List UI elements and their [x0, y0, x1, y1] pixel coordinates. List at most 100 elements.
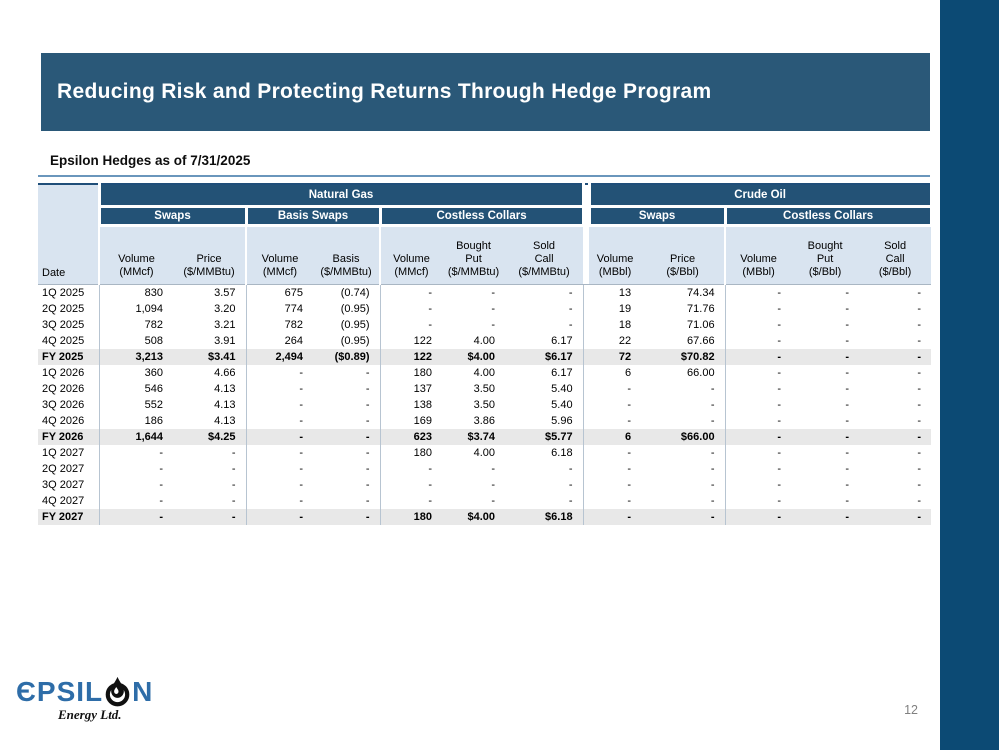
logo-wordmark-right: N: [132, 676, 154, 707]
column-header: Volume (MMcf): [245, 225, 313, 285]
cell: -: [917, 447, 922, 459]
cell: -: [917, 335, 922, 347]
group-header-natural-gas: Natural Gas: [97, 184, 585, 208]
group-gap: [582, 461, 590, 477]
logo-wordmark: ЄPSIL N: [16, 676, 166, 708]
table-row: FY 2027- - - -180 $4.00 $6.18- - - - -: [38, 509, 932, 525]
cell: -: [299, 383, 303, 395]
cell: 623: [380, 429, 442, 445]
subtitle-rule: [38, 175, 930, 177]
cell: 6: [624, 367, 632, 379]
slide-title-bar: Reducing Risk and Protecting Returns Thr…: [41, 53, 930, 131]
cell: $4.00: [442, 509, 505, 525]
group-gap: [582, 429, 590, 445]
cell: -: [641, 493, 726, 509]
cell: 1,094: [135, 303, 163, 315]
cell: -: [917, 383, 922, 395]
group-gap: [582, 381, 590, 397]
cell: $6.17: [505, 349, 584, 365]
oil-drop-icon: [104, 676, 131, 708]
column-header: Bought Put ($/Bbl): [791, 225, 860, 285]
cell: -: [725, 509, 792, 525]
cell: -: [627, 463, 632, 475]
cell: $3.41: [173, 349, 247, 365]
cell: 67.66: [641, 333, 726, 349]
group-gap: [582, 349, 590, 365]
table-row: 2Q 2026 546 4.13- -137 3.50 5.40- - - - -: [38, 381, 931, 397]
cell: -: [627, 495, 632, 507]
cell: -: [791, 349, 860, 365]
column-header: Volume (MMcf): [379, 225, 442, 285]
cell: -: [568, 479, 573, 491]
cell: 4.66: [173, 365, 247, 381]
cell: 74.34: [641, 284, 726, 301]
subgroup-header-row: Swaps Basis Swaps Costless Collars Swaps…: [38, 206, 933, 227]
table-row: 4Q 2026 186 4.13- -169 3.86 5.96- - - - -: [38, 413, 931, 429]
column-header: Price ($/MMBtu): [173, 225, 246, 285]
cell: 5.40: [551, 383, 573, 395]
cell: -: [491, 287, 495, 299]
cell: -: [627, 415, 632, 427]
group-gap: [582, 284, 590, 301]
cell: -: [173, 445, 247, 461]
cell: -: [641, 381, 726, 397]
cell: -: [491, 479, 495, 491]
cell: -: [845, 399, 850, 411]
group-gap: [582, 333, 590, 349]
cell: -: [173, 493, 247, 509]
cell: $4.25: [173, 429, 247, 445]
cell: -: [777, 335, 782, 347]
cell: -: [917, 399, 922, 411]
cell: 3.57: [173, 284, 247, 301]
cell: 264: [284, 335, 303, 347]
column-header: Sold Call ($/Bbl): [859, 225, 932, 285]
cell: ($0.89): [313, 349, 381, 365]
cell: -: [859, 509, 932, 525]
cell: -: [299, 479, 303, 491]
cell: 72: [589, 349, 642, 365]
cell: 180: [413, 367, 432, 379]
cell: 3.20: [173, 301, 247, 317]
subgroup-header-ng-swaps: Swaps: [97, 206, 248, 227]
cell: 137: [413, 383, 432, 395]
cell: -: [845, 319, 850, 331]
group-gap: [582, 317, 590, 333]
cell: 675: [284, 287, 303, 299]
cell: 122: [380, 349, 442, 365]
cell: -: [777, 495, 782, 507]
cell: 508: [144, 335, 163, 347]
cell: -: [917, 319, 922, 331]
column-header: Price ($/Bbl): [641, 225, 726, 285]
cell: -: [299, 495, 303, 507]
cell: 774: [284, 303, 303, 315]
cell: -: [845, 303, 850, 315]
group-gap: [582, 413, 590, 429]
cell: 3.50: [473, 383, 495, 395]
cell: 782: [144, 319, 163, 331]
cell: -: [777, 367, 782, 379]
cell: -: [641, 445, 726, 461]
cell: -: [428, 319, 432, 331]
cell: -: [299, 463, 303, 475]
cell: -: [917, 415, 922, 427]
cell: -: [845, 463, 850, 475]
cell: -: [641, 509, 726, 525]
column-header: Basis ($/MMBtu): [313, 225, 380, 285]
cell: 6.18: [551, 447, 573, 459]
cell: -: [627, 399, 632, 411]
cell: 782: [284, 319, 303, 331]
row-date-label: 4Q 2025: [38, 333, 100, 349]
cell: 552: [144, 399, 163, 411]
cell: 4.13: [173, 397, 247, 413]
cell: -: [845, 415, 850, 427]
cell: -: [641, 397, 726, 413]
row-date-label: 3Q 2027: [38, 477, 100, 493]
cell: 180: [413, 447, 432, 459]
cell: -: [777, 319, 782, 331]
cell: -: [725, 349, 792, 365]
cell: -: [641, 413, 726, 429]
cell: 138: [413, 399, 432, 411]
cell: -: [313, 413, 381, 429]
cell: (0.95): [313, 333, 381, 349]
